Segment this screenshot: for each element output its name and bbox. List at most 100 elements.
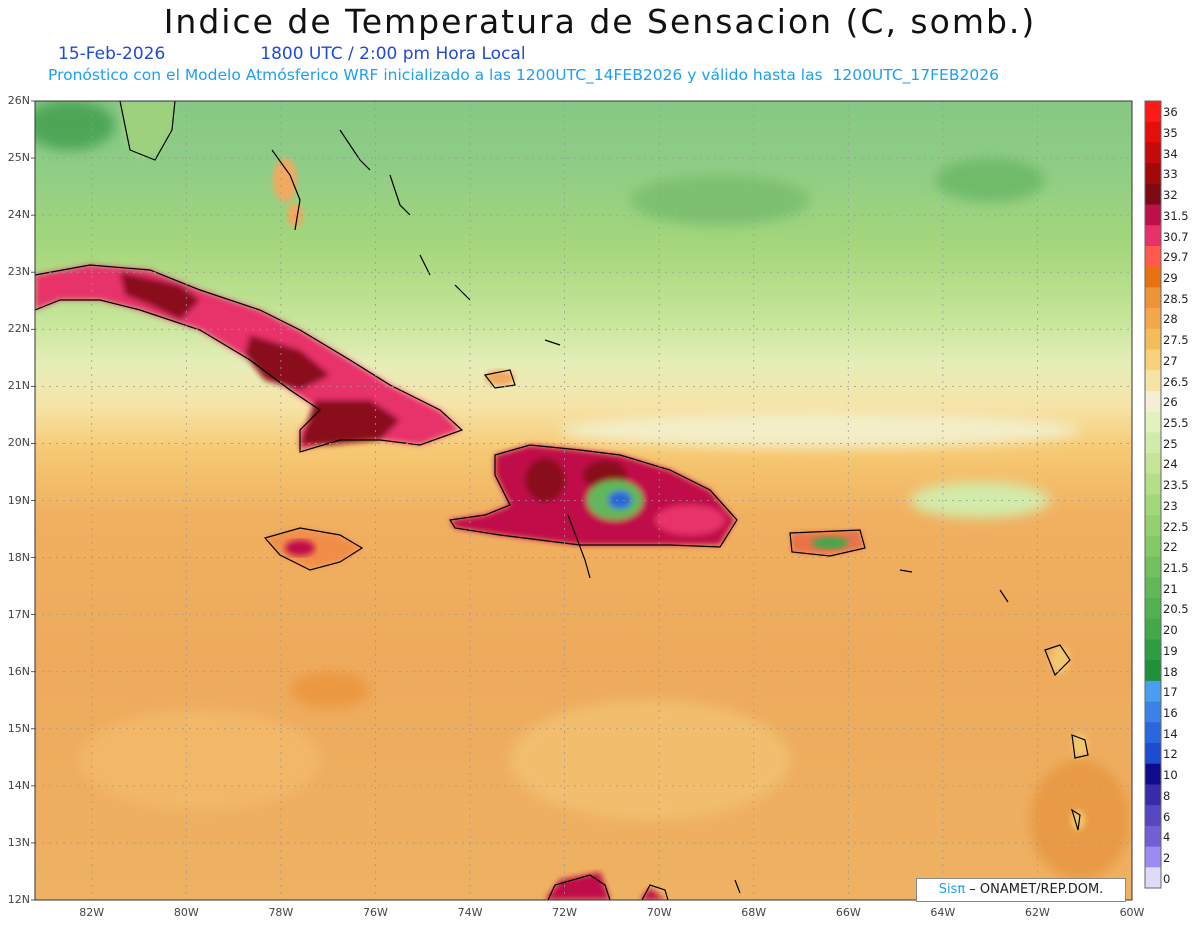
colorbar-level-label: 27.5 [1163, 333, 1189, 348]
lon-label: 72W [552, 906, 578, 919]
colorbar-level-label: 8 [1163, 788, 1171, 803]
colorbar-level-label: 12 [1163, 747, 1178, 762]
lat-label: 17N [7, 607, 30, 621]
colorbar-level-label: 29.7 [1163, 250, 1189, 265]
colorbar-swatch [1145, 867, 1161, 889]
colorbar-level-label: 2 [1163, 850, 1171, 865]
colorbar-level-label: 18 [1163, 664, 1178, 679]
colorbar-swatch [1145, 618, 1161, 640]
colorbar-swatch [1145, 287, 1161, 309]
colorbar-swatch [1145, 846, 1161, 868]
colorbar-level-label: 36 [1163, 105, 1178, 120]
lat-label: 26N [7, 94, 30, 107]
colorbar-level-label: 35 [1163, 126, 1178, 141]
lon-label: 62W [1024, 906, 1050, 919]
lat-label: 13N [7, 835, 30, 849]
colorbar-swatch [1145, 142, 1161, 164]
colorbar-level-label: 10 [1163, 768, 1178, 783]
lat-label: 16N [7, 664, 30, 678]
colorbar-level-label: 23.5 [1163, 478, 1189, 493]
lon-label: 66W [835, 906, 861, 919]
lon-label: 70W [646, 906, 672, 919]
colorbar-level-label: 22.5 [1163, 519, 1189, 534]
colorbar-level-label: 25.5 [1163, 416, 1189, 430]
colorbar-level-label: 28.5 [1163, 291, 1189, 306]
map-title: Indice de Temperatura de Sensacion (C, s… [163, 2, 1037, 41]
colorbar-level-label: 32 [1163, 188, 1178, 203]
colorbar-level-label: 29 [1163, 271, 1178, 286]
colorbar-swatch [1145, 266, 1161, 288]
lon-label: 76W [363, 906, 388, 919]
lon-label: 74W [457, 906, 483, 919]
lat-label: 14N [7, 778, 30, 792]
lon-label: 78W [268, 906, 294, 919]
colorbar-swatch [1145, 784, 1161, 806]
field-layer [35, 101, 1132, 900]
lat-label: 19N [7, 493, 30, 507]
lat-label: 20N [7, 436, 30, 450]
lat-label: 12N [7, 893, 30, 906]
forecast-date: 15-Feb-2026 [58, 44, 166, 64]
colorbar-swatch [1145, 101, 1161, 123]
colorbar-swatch [1145, 639, 1161, 661]
colorbar-swatch [1145, 245, 1161, 268]
colorbar-swatch [1145, 556, 1161, 578]
colorbar-level-label: 6 [1163, 809, 1171, 824]
colorbar-swatch [1145, 390, 1161, 413]
credit-box: Sisπ – ONAMET/REP.DOM. [916, 878, 1126, 902]
lon-label: 80W [173, 906, 199, 919]
graticule [31, 100, 1132, 901]
colorbar-swatch [1145, 805, 1161, 827]
colorbar [1144, 100, 1162, 889]
colorbar-level-label: 25 [1163, 436, 1178, 451]
colorbar-swatch [1145, 349, 1161, 371]
colorbar-swatch [1145, 204, 1161, 226]
colorbar-level-label: 0 [1163, 871, 1171, 886]
colorbar-swatch [1145, 680, 1161, 703]
colorbar-swatch [1145, 411, 1161, 433]
colorbar-level-label: 21.5 [1163, 560, 1189, 575]
colorbar-level-label: 14 [1163, 726, 1178, 741]
colorbar-level-label: 16 [1163, 705, 1178, 720]
colorbar-swatch [1145, 577, 1161, 599]
colorbar-level-label: 20.5 [1163, 602, 1189, 617]
colorbar-level-label: 19 [1163, 643, 1178, 658]
lat-label: 15N [7, 721, 30, 735]
colorbar-swatch [1145, 163, 1161, 185]
lat-label: 18N [7, 550, 30, 564]
colorbar-swatch [1145, 328, 1161, 351]
colorbar-swatch [1145, 743, 1161, 765]
lat-label: 25N [7, 151, 30, 165]
model-info-line: Pronóstico con el Modelo Atmósferico WRF… [48, 66, 999, 84]
colorbar-level-label: 31.5 [1163, 208, 1189, 223]
colorbar-swatch [1145, 535, 1161, 558]
forecast-time: 1800 UTC / 2:00 pm Hora Local [260, 44, 526, 64]
colorbar-swatch [1145, 370, 1161, 392]
colorbar-level-label: 4 [1163, 830, 1171, 845]
colorbar-swatch [1145, 121, 1161, 143]
colorbar-level-label: 21 [1163, 581, 1178, 596]
colorbar-swatch [1145, 432, 1161, 454]
colorbar-level-label: 27 [1163, 353, 1178, 368]
lat-label: 21N [7, 379, 30, 393]
colorbar-level-label: 23 [1163, 498, 1178, 513]
colorbar-swatch [1145, 453, 1161, 475]
colorbar-swatch [1145, 515, 1161, 537]
lon-label: 60W [1119, 906, 1145, 919]
colorbar-swatch [1145, 494, 1161, 516]
colorbar-level-label: 30.7 [1163, 229, 1189, 244]
lon-label: 64W [930, 906, 956, 919]
colorbar-level-label: 20 [1163, 623, 1178, 638]
colorbar-level-label: 22 [1163, 540, 1178, 555]
colorbar-swatch [1145, 825, 1161, 848]
coastlines [35, 101, 1089, 900]
colorbar-level-label: 17 [1163, 685, 1178, 700]
colorbar-swatch [1145, 660, 1161, 682]
colorbar-swatch [1145, 308, 1161, 330]
colorbar-swatch [1145, 473, 1161, 495]
valid-time-line: 15-Feb-2026 1800 UTC / 2:00 pm Hora Local [58, 44, 526, 64]
colorbar-level-label: 34 [1163, 146, 1178, 161]
colorbar-swatch [1145, 763, 1161, 785]
colorbar-level-label: 26 [1163, 395, 1178, 410]
